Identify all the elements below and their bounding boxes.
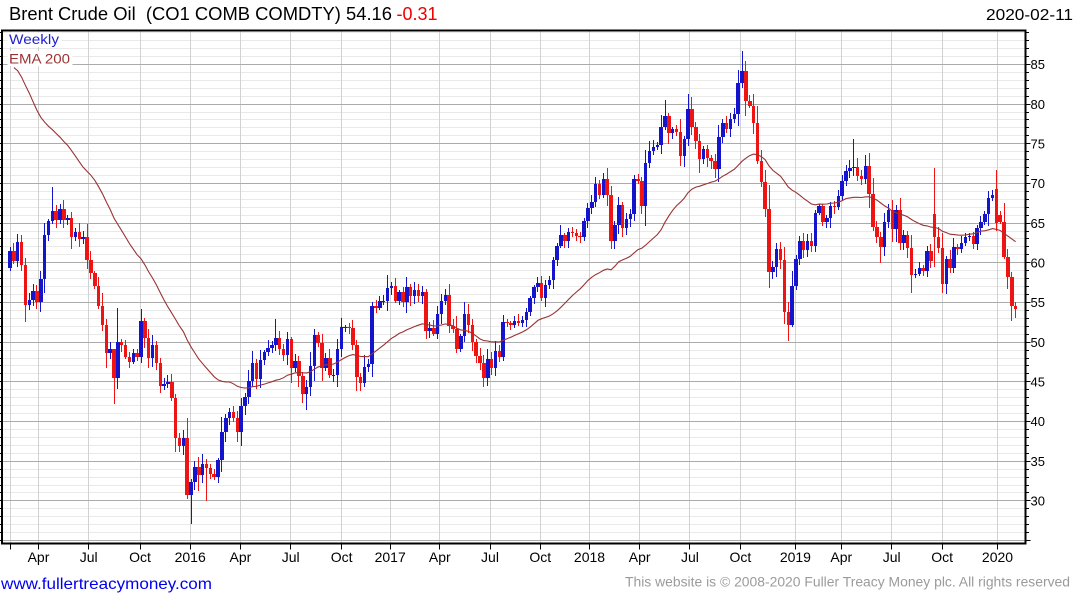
svg-text:2016: 2016 xyxy=(175,549,206,565)
svg-text:85: 85 xyxy=(1031,57,1045,72)
svg-text:This website is © 2008-2020 Fu: This website is © 2008-2020 Fuller Treac… xyxy=(625,575,1070,590)
svg-text:Weekly: Weekly xyxy=(9,32,59,47)
svg-text:Apr: Apr xyxy=(429,549,451,565)
svg-text:50: 50 xyxy=(1031,335,1045,350)
svg-text:65: 65 xyxy=(1031,216,1045,231)
svg-text:EMA 200: EMA 200 xyxy=(9,52,70,67)
svg-text:80: 80 xyxy=(1031,97,1045,112)
svg-text:2020: 2020 xyxy=(982,549,1013,565)
svg-text:Oct: Oct xyxy=(931,549,953,565)
svg-text:75: 75 xyxy=(1031,137,1045,152)
svg-text:Apr: Apr xyxy=(629,549,651,565)
svg-text:40: 40 xyxy=(1031,414,1045,429)
svg-text:Oct: Oct xyxy=(331,549,353,565)
svg-text:Apr: Apr xyxy=(230,549,252,565)
svg-text:70: 70 xyxy=(1031,176,1045,191)
svg-text:Apr: Apr xyxy=(28,549,50,565)
svg-text:Apr: Apr xyxy=(830,549,852,565)
svg-text:Oct: Oct xyxy=(730,549,752,565)
svg-text:www.fullertreacymoney.com: www.fullertreacymoney.com xyxy=(0,576,212,593)
svg-text:60: 60 xyxy=(1031,256,1045,271)
svg-text:Jul: Jul xyxy=(481,549,499,565)
svg-text:2017: 2017 xyxy=(375,549,406,565)
svg-text:Jul: Jul xyxy=(80,549,98,565)
svg-text:Jul: Jul xyxy=(282,549,300,565)
svg-text:2020-02-11: 2020-02-11 xyxy=(986,7,1073,24)
svg-text:Oct: Oct xyxy=(529,549,551,565)
svg-text:2018: 2018 xyxy=(574,549,605,565)
svg-text:45: 45 xyxy=(1031,375,1045,390)
svg-text:35: 35 xyxy=(1031,454,1045,469)
svg-text:2019: 2019 xyxy=(780,549,811,565)
svg-text:Jul: Jul xyxy=(883,549,901,565)
svg-text:Oct: Oct xyxy=(129,549,151,565)
svg-text:30: 30 xyxy=(1031,494,1045,509)
svg-text:Jul: Jul xyxy=(681,549,699,565)
svg-text:55: 55 xyxy=(1031,295,1045,310)
svg-text:Brent Crude Oil (CO1 COMB COM: Brent Crude Oil (CO1 COMB COMDTY) 54.16 xyxy=(9,4,392,24)
svg-text:-0.31: -0.31 xyxy=(397,4,438,24)
